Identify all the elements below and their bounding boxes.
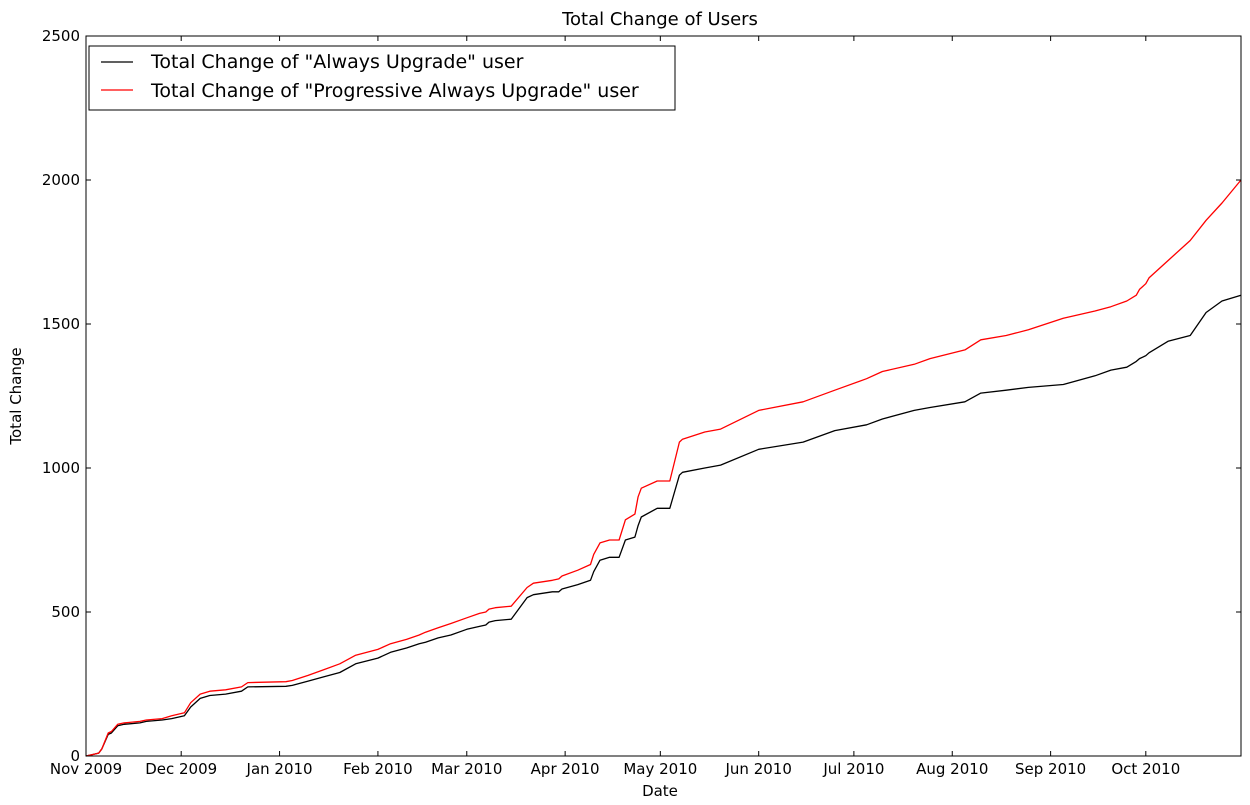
x-tick-label: Jul 2010: [822, 760, 884, 778]
series-line-1: [85, 179, 1242, 757]
x-tick-label: Mar 2010: [431, 760, 502, 778]
series-line-0: [85, 294, 1242, 757]
legend-label-always-upgrade: Total Change of "Always Upgrade" user: [150, 51, 524, 73]
y-tick-label: 1500: [42, 315, 80, 333]
ticks-layer: 0 500 1000 1500 2000 2500 Nov 2009 Dec 2009 Jan …: [42, 27, 1241, 778]
x-tick-label: Oct 2010: [1111, 760, 1180, 778]
x-tick-label: Aug 2010: [916, 760, 988, 778]
x-tick-label: Apr 2010: [531, 760, 600, 778]
x-tick-label: May 2010: [623, 760, 697, 778]
legend-label-progressive-always-upgrade: Total Change of "Progressive Always Upgr…: [150, 80, 639, 102]
x-axis-title: Date: [642, 782, 678, 800]
legend: Total Change of "Always Upgrade" user To…: [88, 45, 676, 111]
x-tick-label: Jan 2010: [246, 760, 313, 778]
series-layer: [85, 179, 1242, 757]
chart-title: Total Change of Users: [561, 9, 758, 30]
y-tick-label: 0: [70, 747, 80, 765]
y-tick-label: 2500: [42, 27, 80, 45]
x-tick-label: Jun 2010: [724, 760, 791, 778]
y-tick-label: 1000: [42, 459, 80, 477]
x-tick-label: Feb 2010: [343, 760, 413, 778]
y-tick-label: 500: [51, 603, 80, 621]
y-axis-title: Total Change: [7, 347, 25, 445]
x-tick-label: Sep 2010: [1015, 760, 1086, 778]
x-tick-label: Dec 2009: [145, 760, 217, 778]
plot-frame: [85, 35, 1242, 757]
x-tick-label: Nov 2009: [50, 760, 122, 778]
y-tick-label: 2000: [42, 171, 80, 189]
legend-box: [88, 45, 676, 111]
